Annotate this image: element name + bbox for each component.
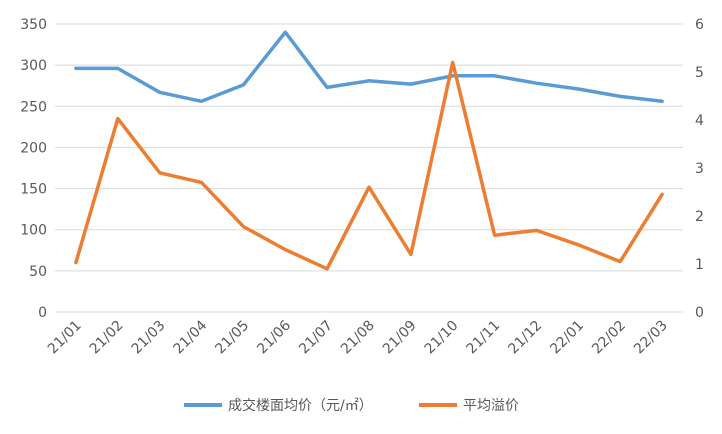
x-axis-tick-label: 21/11 [464,318,504,358]
x-axis-tick-label: 21/03 [129,318,169,358]
left-axis-tick-label: 0 [38,305,47,321]
left-axis-tick-label: 200 [20,140,47,156]
left-axis-tick-label: 300 [20,58,47,74]
x-axis-tick-label: 22/01 [547,318,587,358]
x-axis-tick-label: 21/01 [45,318,85,358]
x-axis-ticks: 21/01 21/02 21/03 21/04 21/05 21/06 21/07 21/08… [45,317,671,357]
x-axis-tick-label: 21/09 [380,318,420,358]
x-axis-tick-label: 22/03 [631,318,671,358]
right-axis-ticks: 0 1 2 3 4 5 6 [695,17,704,321]
x-axis-tick-label: 21/12 [505,318,545,358]
legend: 成交楼面均价（元/㎡） 平均溢价 [184,397,519,414]
right-axis-tick-label: 0 [695,305,704,321]
x-axis-tick-label: 21/04 [171,317,211,357]
left-axis-tick-label: 250 [20,99,47,115]
series-line-1 [74,60,664,271]
series-lines [74,30,664,271]
right-axis-tick-label: 3 [695,161,704,177]
x-axis-tick-label: 21/10 [422,318,462,358]
left-axis-tick-label: 100 [20,223,47,239]
x-axis-tick-label: 21/07 [296,318,336,358]
right-axis-tick-label: 2 [695,209,704,225]
right-axis-tick-label: 1 [695,257,704,273]
right-axis-tick-label: 6 [695,17,704,33]
x-axis-tick-label: 21/02 [87,318,127,358]
left-axis-tick-label: 150 [20,182,47,198]
legend-label-avg-price: 成交楼面均价（元/㎡） [228,397,373,414]
x-axis-tick-label: 21/08 [338,318,378,358]
right-axis-tick-label: 4 [695,113,704,129]
left-axis-tick-label: 350 [20,17,47,33]
legend-label-avg-premium: 平均溢价 [463,398,519,414]
x-axis-tick-label: 22/02 [589,318,629,358]
right-axis-tick-label: 5 [695,65,704,81]
gridlines [55,23,683,313]
x-axis-tick-label: 21/05 [212,318,252,358]
left-axis-ticks: 0 50 100 150 200 250 300 350 [20,17,47,321]
x-axis-tick-label: 21/06 [254,317,294,357]
left-axis-tick-label: 50 [29,264,47,280]
series-line-0 [74,30,664,104]
